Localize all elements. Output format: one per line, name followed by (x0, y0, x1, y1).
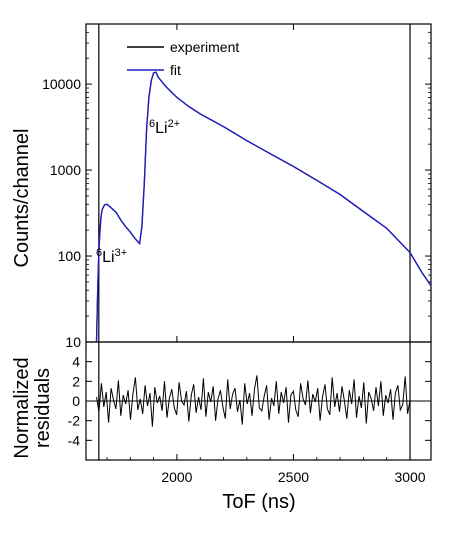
annotation-li2-element: Li (155, 120, 167, 137)
annotation-li3-charge: 3+ (115, 247, 128, 259)
x-axis-title: ToF (ns) (222, 491, 295, 513)
annotation-li2-mass: 6 (149, 118, 155, 130)
annotation-li2: 6Li2+ (149, 118, 180, 137)
main-plot-layer: 10 100 1000 10000 (42, 23, 432, 350)
annotation-li2-charge: 2+ (168, 118, 181, 130)
y-tick-label: 10 (65, 334, 81, 350)
y-axis-title-residuals-line2: residuals (32, 368, 54, 448)
y-tick-label: 10000 (42, 76, 81, 92)
y-axis-title-main: Counts/channel (11, 129, 33, 268)
annotation-li3-mass: 6 (96, 247, 102, 259)
residual-plot-layer: -4 -2 0 2 4 2000 2500 3000 (68, 342, 431, 485)
series-line-experiment (95, 71, 432, 343)
x-tick-label: 3000 (394, 469, 425, 485)
legend: experiment fit (127, 39, 239, 78)
y-tick-label: 100 (58, 248, 82, 264)
residual-y-tick-label: 0 (72, 393, 80, 409)
y-axis-title-residuals-line1: Normalized (11, 357, 33, 458)
residual-y-tick-label: 2 (72, 373, 80, 389)
series-line-fit (95, 71, 432, 343)
x-tick-label: 2500 (278, 469, 309, 485)
residual-y-tick-label: -2 (68, 413, 81, 429)
legend-label-experiment: experiment (170, 39, 239, 55)
residual-y-tick-label: 4 (72, 354, 80, 370)
annotation-li3-element: Li (102, 249, 114, 266)
x-tick-label: 2000 (161, 469, 192, 485)
annotation-li3: 6Li3+ (96, 247, 127, 266)
residual-series-line (96, 375, 411, 427)
residual-y-tick-label: -4 (68, 432, 81, 448)
legend-label-fit: fit (170, 62, 181, 78)
main-plot-frame (85, 23, 432, 343)
y-tick-label: 1000 (50, 162, 81, 178)
